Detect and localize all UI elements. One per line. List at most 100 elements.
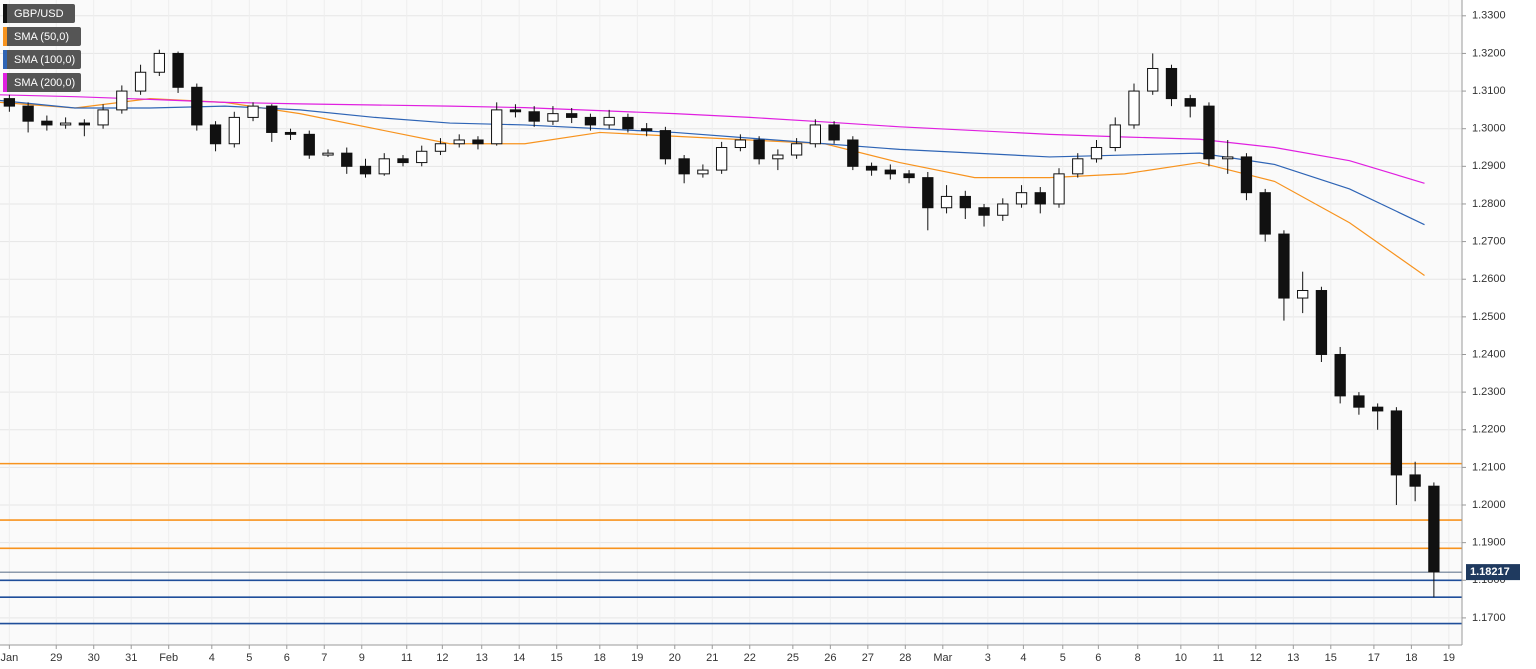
y-tick-label: 1.2000	[1472, 499, 1506, 511]
candle-body	[790, 143, 803, 156]
x-tick-label: 4	[209, 652, 215, 664]
candle-body	[359, 165, 372, 175]
candle-body	[1297, 290, 1309, 299]
x-tick-label: Jan	[0, 652, 18, 664]
candle-body	[284, 131, 297, 135]
legend-label: SMA (50,0)	[14, 31, 69, 43]
y-tick-label: 1.2500	[1472, 311, 1506, 323]
candle-body	[59, 122, 72, 126]
candle-body	[528, 111, 540, 122]
x-tick-label: 7	[321, 652, 327, 664]
y-tick-label: 1.2100	[1472, 461, 1506, 473]
candle-body	[22, 105, 34, 122]
y-tick-label: 1.3300	[1472, 10, 1506, 22]
x-tick-label: Mar	[933, 652, 952, 664]
x-tick-label: 9	[359, 652, 365, 664]
candle-body	[491, 109, 503, 145]
x-tick-label: 18	[1405, 652, 1417, 664]
candle-body	[1128, 90, 1140, 126]
x-tick-label: 21	[706, 652, 718, 664]
legend-label: SMA (200,0)	[14, 77, 75, 89]
candle-body	[322, 152, 334, 156]
x-tick-label: 5	[1060, 652, 1066, 664]
candle-body	[1240, 156, 1253, 194]
candle-body	[959, 195, 971, 209]
candle-body	[191, 86, 203, 126]
candle-body	[341, 152, 353, 167]
candle-body	[453, 139, 465, 145]
candle-body	[584, 116, 597, 126]
candle-body	[809, 124, 822, 145]
x-tick-label: 3	[985, 652, 991, 664]
candle-body	[378, 158, 390, 175]
candle-body	[153, 52, 165, 73]
candle-body	[1390, 410, 1403, 476]
x-tick-label: 6	[284, 652, 290, 664]
x-tick-label: 29	[50, 652, 62, 664]
candle-body	[209, 124, 222, 145]
x-tick-label: 17	[1368, 652, 1380, 664]
candle-body	[753, 139, 765, 160]
legend-box	[3, 4, 75, 23]
legend-swatch	[3, 27, 7, 46]
x-tick-label: 15	[551, 652, 563, 664]
candle-body	[266, 105, 278, 133]
candle-body	[1334, 353, 1346, 397]
legend-label: GBP/USD	[14, 8, 64, 20]
x-tick-label: 13	[1287, 652, 1299, 664]
candle-body	[1371, 406, 1384, 412]
y-tick-label: 1.3200	[1472, 47, 1506, 59]
candle-body	[78, 122, 91, 126]
candle-body	[1278, 233, 1290, 299]
candle-body	[41, 120, 53, 126]
x-tick-label: 28	[899, 652, 911, 664]
candle-body	[997, 203, 1009, 216]
y-tick-label: 1.2300	[1472, 386, 1506, 398]
candle-body	[434, 143, 447, 152]
candle-body	[416, 150, 428, 164]
x-tick-label: 25	[787, 652, 799, 664]
legend-box	[3, 27, 81, 46]
legend-swatch	[3, 73, 7, 92]
x-tick-label: 27	[862, 652, 874, 664]
sma-line	[0, 97, 1425, 276]
x-tick-label: 31	[125, 652, 137, 664]
x-tick-label: 12	[1250, 652, 1262, 664]
candle-body	[303, 133, 315, 156]
candle-body	[1315, 290, 1328, 355]
candle-body	[940, 195, 953, 209]
candle-body	[228, 116, 240, 145]
candle-body	[659, 130, 672, 160]
candle-body	[1184, 98, 1196, 107]
x-tick-label: 15	[1325, 652, 1337, 664]
x-tick-label: 11	[1213, 652, 1224, 664]
y-tick-label: 1.1700	[1472, 612, 1506, 624]
x-tick-label: Feb	[159, 652, 178, 664]
x-tick-label: 6	[1095, 652, 1101, 664]
candle-body	[978, 207, 990, 216]
candle-body	[1090, 147, 1103, 160]
candle-body	[697, 169, 709, 175]
candle-body	[865, 165, 878, 171]
x-tick-label: 14	[513, 652, 525, 664]
x-tick-label: 20	[669, 652, 681, 664]
candle-body	[640, 128, 653, 132]
candle-body	[828, 124, 840, 141]
legend-swatch	[3, 50, 7, 69]
x-tick-label: 22	[744, 652, 756, 664]
x-tick-label: 26	[824, 652, 836, 664]
x-tick-label: 18	[594, 652, 606, 664]
candle-body	[884, 169, 896, 175]
candle-body	[1165, 67, 1178, 100]
x-tick-label: 13	[476, 652, 488, 664]
last-price-box	[1466, 564, 1520, 581]
x-tick-label: 30	[88, 652, 100, 664]
candle-body	[1015, 192, 1028, 205]
y-tick-label: 1.3100	[1472, 85, 1506, 97]
y-tick-label: 1.2800	[1472, 198, 1506, 210]
candle-body	[1203, 105, 1215, 160]
legend-swatch	[3, 4, 7, 23]
candle-body	[1259, 192, 1271, 235]
candle-body	[134, 71, 147, 92]
